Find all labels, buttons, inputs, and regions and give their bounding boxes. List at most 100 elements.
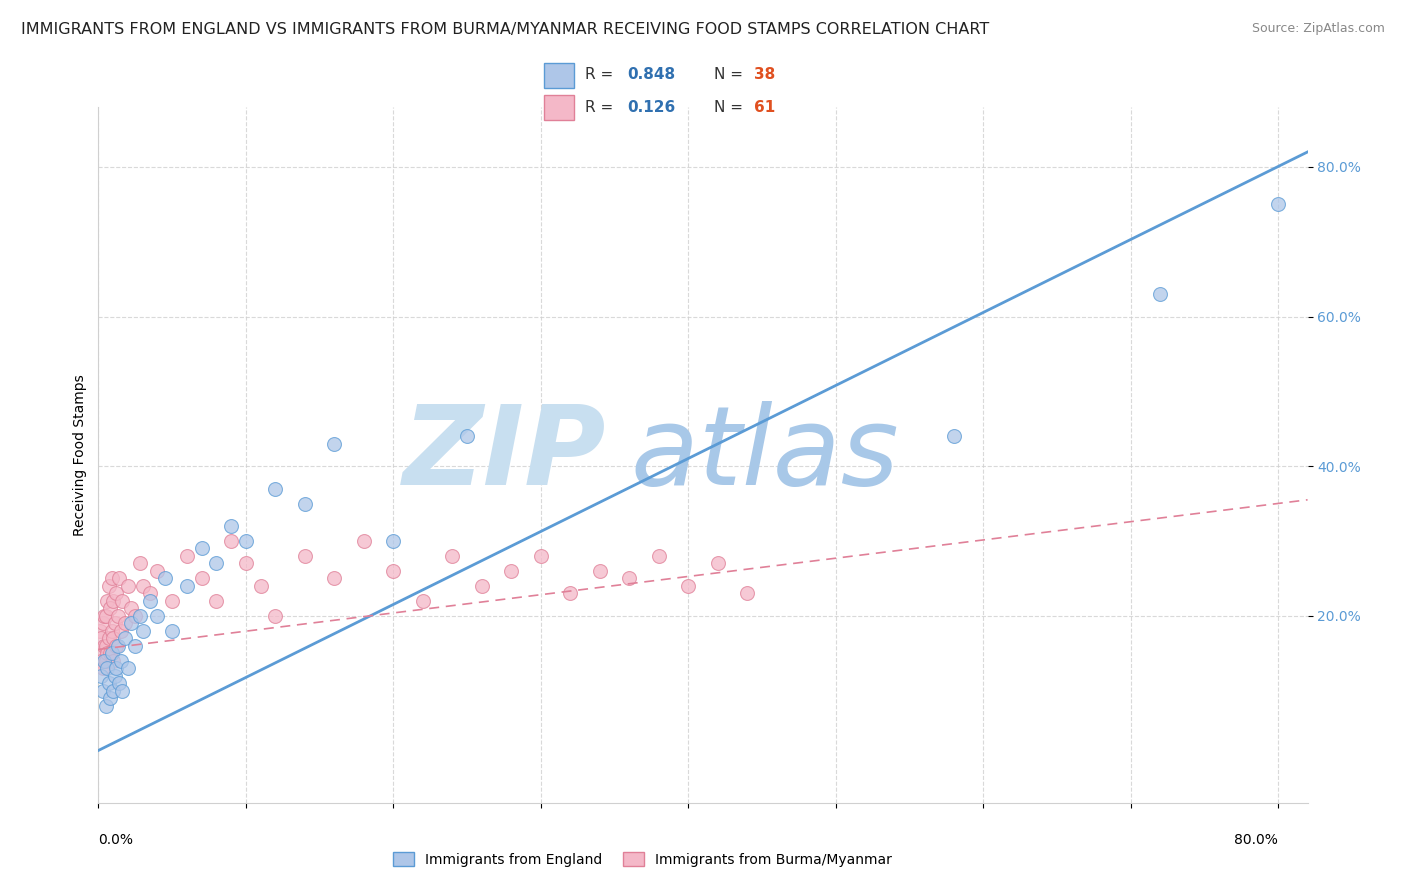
Legend: Immigrants from England, Immigrants from Burma/Myanmar: Immigrants from England, Immigrants from…: [388, 847, 897, 872]
Text: 38: 38: [754, 68, 775, 82]
Point: [501, 564, 523, 578]
Point: [101, 683, 124, 698]
Text: 0.126: 0.126: [627, 100, 675, 115]
Point: [90, 668, 112, 682]
Point: [249, 579, 271, 593]
Point: [105, 639, 128, 653]
Point: [678, 579, 700, 593]
Point: [110, 654, 132, 668]
Point: [93, 654, 115, 668]
Point: [98, 691, 121, 706]
Point: [107, 639, 129, 653]
Bar: [544, 95, 575, 120]
Point: [1149, 287, 1171, 301]
Text: atlas: atlas: [630, 401, 898, 508]
Point: [219, 519, 242, 533]
Point: [205, 594, 228, 608]
Point: [264, 608, 287, 623]
Point: [91, 683, 114, 698]
Point: [104, 668, 127, 682]
Text: N =: N =: [714, 68, 748, 82]
Point: [153, 571, 176, 585]
Point: [114, 616, 136, 631]
Point: [107, 608, 129, 623]
Point: [176, 579, 198, 593]
Bar: [544, 63, 575, 87]
Point: [706, 557, 728, 571]
Point: [323, 571, 346, 585]
Point: [128, 608, 150, 623]
Point: [100, 646, 122, 660]
Text: 0.0%: 0.0%: [98, 833, 134, 847]
Point: [105, 586, 128, 600]
Point: [91, 616, 114, 631]
Point: [105, 661, 128, 675]
Point: [94, 639, 117, 653]
Point: [93, 639, 115, 653]
Point: [120, 616, 142, 631]
Point: [104, 616, 127, 631]
Point: [323, 436, 346, 450]
Point: [131, 624, 153, 638]
Point: [619, 571, 641, 585]
Point: [89, 646, 111, 660]
Point: [97, 631, 120, 645]
Y-axis label: Receiving Food Stamps: Receiving Food Stamps: [73, 374, 87, 536]
Text: 0.848: 0.848: [627, 68, 675, 82]
Text: N =: N =: [714, 100, 748, 115]
Point: [560, 586, 582, 600]
Point: [1267, 197, 1289, 211]
Point: [190, 541, 212, 556]
Point: [124, 639, 146, 653]
Point: [90, 631, 112, 645]
Point: [942, 429, 965, 443]
Point: [160, 594, 183, 608]
Point: [294, 497, 316, 511]
Point: [441, 549, 464, 563]
Point: [89, 624, 111, 638]
Text: IMMIGRANTS FROM ENGLAND VS IMMIGRANTS FROM BURMA/MYANMAR RECEIVING FOOD STAMPS C: IMMIGRANTS FROM ENGLAND VS IMMIGRANTS FR…: [21, 22, 990, 37]
Point: [96, 661, 118, 675]
Point: [117, 579, 139, 593]
Point: [108, 676, 131, 690]
Point: [91, 661, 114, 675]
Point: [412, 594, 434, 608]
Text: ZIP: ZIP: [402, 401, 606, 508]
Point: [96, 594, 118, 608]
Text: 61: 61: [754, 100, 775, 115]
Point: [97, 676, 120, 690]
Point: [128, 557, 150, 571]
Point: [139, 594, 162, 608]
Point: [735, 586, 758, 600]
Point: [264, 482, 287, 496]
Point: [100, 624, 122, 638]
Point: [146, 608, 169, 623]
Text: R =: R =: [585, 100, 619, 115]
Point: [219, 533, 242, 548]
Point: [94, 608, 117, 623]
Text: R =: R =: [585, 68, 619, 82]
Point: [101, 654, 124, 668]
Point: [108, 571, 131, 585]
Point: [382, 564, 405, 578]
Point: [120, 601, 142, 615]
Point: [93, 608, 115, 623]
Point: [101, 631, 124, 645]
Point: [98, 601, 121, 615]
Point: [124, 608, 146, 623]
Point: [90, 654, 112, 668]
Point: [114, 631, 136, 645]
Point: [110, 624, 132, 638]
Point: [94, 654, 117, 668]
Point: [117, 661, 139, 675]
Point: [98, 646, 121, 660]
Point: [353, 533, 375, 548]
Point: [294, 549, 316, 563]
Point: [589, 564, 612, 578]
Point: [471, 579, 494, 593]
Text: Source: ZipAtlas.com: Source: ZipAtlas.com: [1251, 22, 1385, 36]
Point: [111, 683, 134, 698]
Point: [101, 594, 124, 608]
Point: [648, 549, 671, 563]
Point: [111, 594, 134, 608]
